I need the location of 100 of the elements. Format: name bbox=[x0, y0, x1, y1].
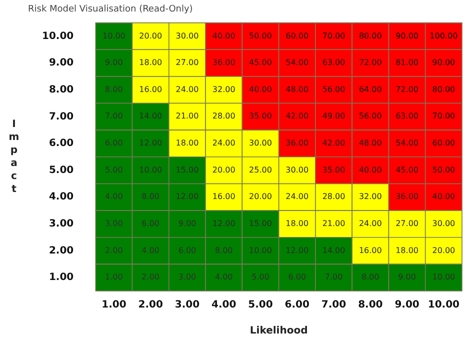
data-label: 32.00 bbox=[212, 84, 236, 94]
x-tick-label: 9.00 bbox=[394, 300, 420, 311]
data-label: 72.00 bbox=[396, 84, 418, 94]
x-tick-label: 4.00 bbox=[212, 300, 236, 311]
data-label: 18.00 bbox=[176, 138, 199, 148]
data-label: 9.00 bbox=[105, 58, 123, 68]
data-label: 40.00 bbox=[212, 31, 236, 40]
data-label: 6.00 bbox=[105, 138, 123, 148]
data-label: 40.00 bbox=[358, 165, 382, 174]
data-label: 10.00 bbox=[139, 165, 162, 174]
data-label: 35.00 bbox=[249, 112, 272, 121]
y-tick-label: 9.00 bbox=[48, 58, 74, 69]
data-label: 30.00 bbox=[176, 31, 199, 40]
data-label: 48.00 bbox=[358, 138, 382, 148]
data-label: 80.00 bbox=[358, 31, 382, 40]
x-tick-label: 3.00 bbox=[174, 300, 200, 311]
data-label: 28.00 bbox=[212, 112, 236, 121]
data-label: 40.00 bbox=[432, 192, 456, 202]
data-label: 30.00 bbox=[432, 219, 456, 228]
y-tick-label: 4.00 bbox=[48, 192, 74, 203]
data-label: 4.00 bbox=[105, 192, 123, 202]
data-label: 72.00 bbox=[358, 58, 382, 68]
data-label: 56.00 bbox=[358, 112, 382, 121]
data-label: 2.00 bbox=[105, 246, 123, 255]
data-label: 36.00 bbox=[212, 58, 236, 68]
data-label: 10.00 bbox=[249, 246, 272, 255]
data-label: 12.00 bbox=[139, 138, 162, 148]
data-label: 45.00 bbox=[249, 58, 272, 68]
y-tick-label: 6.00 bbox=[48, 138, 74, 150]
data-label: 18.00 bbox=[139, 58, 162, 68]
data-label: 21.00 bbox=[322, 219, 346, 228]
data-label: 20.00 bbox=[139, 31, 162, 40]
data-label: 3.00 bbox=[178, 272, 196, 282]
data-label: 8.00 bbox=[214, 246, 233, 255]
data-label: 2.00 bbox=[142, 272, 160, 282]
data-label: 90.00 bbox=[396, 31, 418, 40]
x-tick-label: 2.00 bbox=[138, 300, 163, 311]
data-label: 32.00 bbox=[358, 192, 382, 202]
data-label: 10.00 bbox=[102, 31, 126, 40]
data-label: 15.00 bbox=[176, 165, 199, 174]
data-label: 12.00 bbox=[212, 219, 236, 228]
data-label: 20.00 bbox=[432, 246, 456, 255]
data-label: 40.00 bbox=[249, 84, 272, 94]
data-label: 80.00 bbox=[432, 84, 456, 94]
data-label: 18.00 bbox=[396, 246, 418, 255]
data-label: 60.00 bbox=[286, 31, 309, 40]
data-label: 49.00 bbox=[322, 112, 346, 121]
data-label: 7.00 bbox=[105, 112, 123, 121]
data-label: 14.00 bbox=[322, 246, 346, 255]
data-label: 8.00 bbox=[105, 84, 123, 94]
data-label: 70.00 bbox=[432, 112, 456, 121]
y-tick-label: 8.00 bbox=[48, 84, 74, 96]
data-label: 30.00 bbox=[286, 165, 309, 174]
data-label: 24.00 bbox=[212, 138, 236, 148]
data-label: 35.00 bbox=[322, 165, 346, 174]
y-tick-label: 5.00 bbox=[48, 164, 74, 176]
data-label: 54.00 bbox=[396, 138, 418, 148]
data-label: 81.00 bbox=[396, 58, 418, 68]
data-label: 63.00 bbox=[322, 58, 346, 68]
data-label: 27.00 bbox=[176, 58, 199, 68]
data-label: 10.00 bbox=[432, 272, 456, 282]
data-label: 48.00 bbox=[286, 84, 309, 94]
data-label: 25.00 bbox=[249, 165, 272, 174]
data-label: 6.00 bbox=[178, 246, 196, 255]
y-tick-label: 3.00 bbox=[48, 218, 74, 230]
y-tick-label: 1.00 bbox=[48, 272, 74, 284]
data-label: 3.00 bbox=[105, 219, 123, 228]
data-label: 9.00 bbox=[398, 272, 416, 282]
x-tick-label: 7.00 bbox=[321, 300, 346, 311]
data-label: 24.00 bbox=[358, 219, 382, 228]
data-label: 5.00 bbox=[105, 165, 123, 174]
data-label: 14.00 bbox=[139, 112, 162, 121]
data-label: 30.00 bbox=[249, 138, 272, 148]
data-label: 5.00 bbox=[252, 272, 270, 282]
y-axis-title: Impact bbox=[8, 118, 20, 195]
data-label: 20.00 bbox=[249, 192, 272, 202]
data-label: 16.00 bbox=[139, 84, 162, 94]
x-tick-label: 6.00 bbox=[284, 300, 310, 311]
data-label: 4.00 bbox=[214, 272, 233, 282]
data-label: 36.00 bbox=[286, 138, 309, 148]
data-label: 15.00 bbox=[249, 219, 272, 228]
data-label: 16.00 bbox=[212, 192, 236, 202]
data-label: 12.00 bbox=[176, 192, 199, 202]
data-label: 50.00 bbox=[432, 165, 456, 174]
y-tick-label: 2.00 bbox=[48, 245, 74, 256]
data-label: 42.00 bbox=[322, 138, 346, 148]
data-label: 24.00 bbox=[176, 84, 199, 94]
data-label: 28.00 bbox=[322, 192, 346, 202]
data-label: 12.00 bbox=[286, 246, 309, 255]
x-tick-label: 8.00 bbox=[358, 300, 383, 311]
data-label: 50.00 bbox=[249, 31, 272, 40]
data-label: 36.00 bbox=[396, 192, 418, 202]
data-label: 20.00 bbox=[212, 165, 236, 174]
data-label: 8.00 bbox=[362, 272, 380, 282]
x-tick-label: 10.00 bbox=[428, 300, 460, 311]
data-label: 9.00 bbox=[178, 219, 196, 228]
chart-title: Risk Model Visualisation (Read-Only) bbox=[28, 4, 193, 15]
data-label: 4.00 bbox=[142, 246, 160, 255]
data-label: 8.00 bbox=[142, 192, 160, 202]
data-label: 90.00 bbox=[432, 58, 456, 68]
